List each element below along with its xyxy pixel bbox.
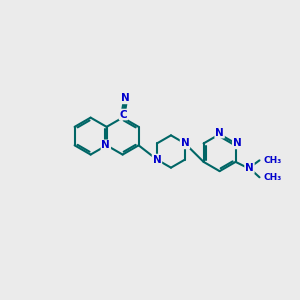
Text: N: N <box>245 163 254 173</box>
Text: N: N <box>121 93 130 103</box>
Text: N: N <box>101 140 110 150</box>
Text: C: C <box>120 110 127 119</box>
Text: CH₃: CH₃ <box>263 156 282 165</box>
Text: CH₃: CH₃ <box>263 173 282 182</box>
Text: N: N <box>153 154 161 165</box>
Text: N: N <box>181 138 189 148</box>
Text: N: N <box>233 138 242 148</box>
Text: N: N <box>215 128 224 138</box>
